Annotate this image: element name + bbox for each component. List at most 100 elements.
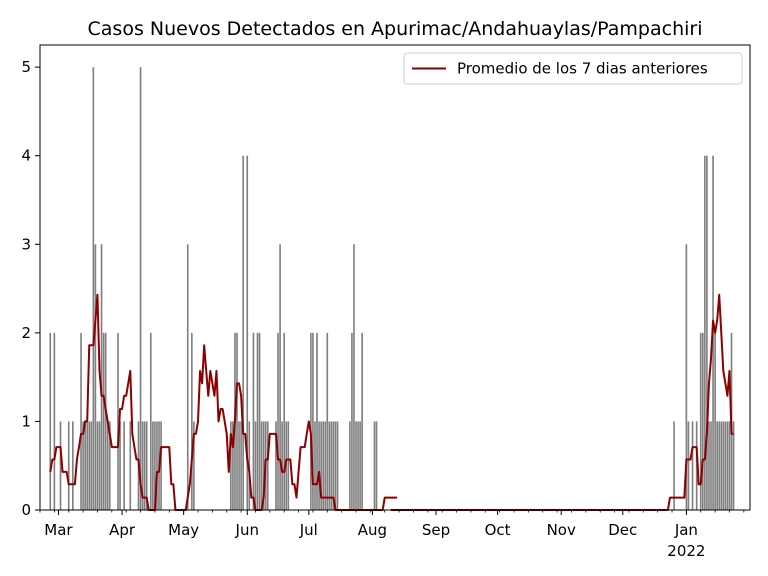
bar <box>160 421 162 510</box>
bar <box>353 244 355 511</box>
x-tick-label: Sep <box>422 521 450 539</box>
bar <box>152 421 154 510</box>
x-tick-label: Aug <box>358 521 387 539</box>
bar <box>375 421 378 510</box>
x-tick-label: Jan <box>674 521 698 539</box>
x-tick-label: Jun <box>235 521 259 539</box>
x-tick-label: Dec <box>608 521 637 539</box>
bar <box>716 421 718 510</box>
bar <box>330 421 333 510</box>
bar <box>687 421 690 510</box>
bar <box>310 332 312 510</box>
bar <box>88 421 91 510</box>
legend-box <box>403 52 743 85</box>
bar <box>373 421 376 510</box>
bar <box>720 421 723 510</box>
bar <box>312 332 314 510</box>
bar <box>236 332 238 510</box>
bar <box>238 421 240 510</box>
bar <box>240 421 242 510</box>
bar <box>72 421 74 510</box>
bar <box>246 155 249 510</box>
bar <box>714 332 716 510</box>
bar <box>708 421 710 510</box>
bar <box>139 67 142 510</box>
bar <box>145 421 148 510</box>
bar <box>718 421 721 510</box>
bar <box>80 332 82 510</box>
bar <box>277 332 279 510</box>
legend-label: Promedio de los 7 dias anteriores <box>457 60 708 78</box>
bar <box>316 332 318 510</box>
bar <box>724 421 727 510</box>
bar <box>262 421 265 510</box>
bar <box>699 332 702 510</box>
bar <box>154 421 156 510</box>
bar <box>129 421 132 510</box>
bar <box>258 332 261 510</box>
bar <box>141 421 144 510</box>
bar <box>117 332 119 510</box>
bar <box>326 332 329 510</box>
bar <box>336 421 339 510</box>
bar <box>706 155 708 510</box>
bar <box>285 421 288 510</box>
bar <box>279 244 281 511</box>
y-axis: 0 1 2 3 4 5 <box>21 58 40 519</box>
plot-frame <box>39 44 751 511</box>
bar <box>710 421 712 510</box>
x-tick-label: Nov <box>547 521 576 539</box>
bar <box>67 421 70 510</box>
bar <box>193 421 195 510</box>
legend: Promedio de los 7 dias anteriores <box>403 52 743 85</box>
bar <box>49 332 52 510</box>
bar <box>186 244 189 511</box>
bar <box>361 332 363 510</box>
bar <box>673 421 675 510</box>
bar <box>98 421 101 510</box>
bar <box>86 421 89 510</box>
y-tick-label: 5 <box>21 58 31 76</box>
bar <box>334 421 337 510</box>
bar <box>108 421 111 510</box>
bar <box>322 421 324 510</box>
bar <box>252 332 255 510</box>
bar <box>701 332 704 510</box>
bar <box>260 421 263 510</box>
bar <box>351 332 353 510</box>
bar <box>314 421 316 510</box>
average-line <box>390 293 734 511</box>
bar <box>704 155 706 510</box>
x-tick-label: Mar <box>44 521 73 539</box>
bar <box>156 421 158 510</box>
bar <box>328 421 331 510</box>
bar <box>92 67 95 510</box>
x-tick-label: May <box>168 521 199 539</box>
y-tick-label: 2 <box>21 324 31 342</box>
x-tick-label: Jul <box>299 521 318 539</box>
bar <box>84 421 86 510</box>
bar <box>100 244 103 511</box>
bar <box>283 332 286 510</box>
bar <box>728 421 731 510</box>
bar <box>59 421 62 510</box>
bar <box>242 155 244 510</box>
bar <box>149 332 152 510</box>
bar <box>106 421 109 510</box>
bar <box>143 421 146 510</box>
y-tick-label: 0 <box>21 501 31 519</box>
bar <box>232 421 234 510</box>
x-axis: Mar Apr May Jun Jul Aug Sep Oct Nov Dec Jan 2022 <box>39 510 745 560</box>
bar <box>357 421 359 510</box>
bar <box>94 244 97 511</box>
bar <box>119 421 121 510</box>
y-tick-label: 4 <box>21 147 31 165</box>
bar <box>96 421 99 510</box>
y-tick-label: 1 <box>21 412 31 430</box>
bar <box>349 421 351 510</box>
x-tick-label: Apr <box>109 521 136 539</box>
bar <box>82 421 84 510</box>
bar <box>102 332 105 510</box>
bar <box>266 421 269 510</box>
